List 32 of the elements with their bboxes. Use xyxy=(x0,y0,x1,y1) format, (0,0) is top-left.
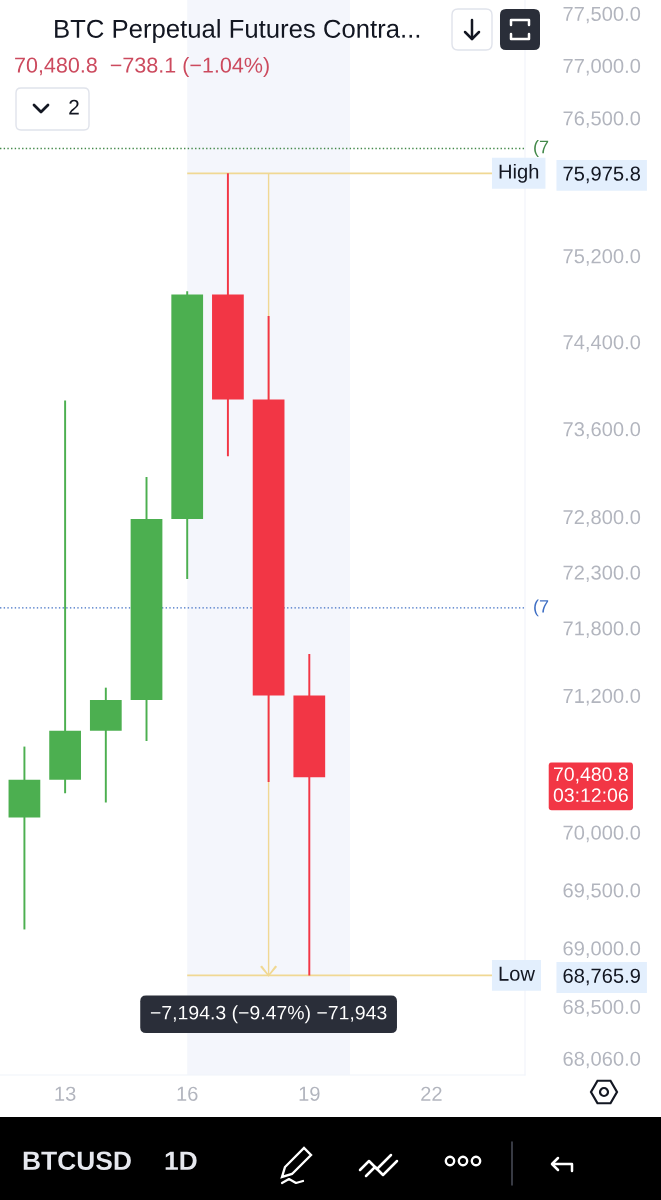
ref-line-label: Low xyxy=(499,966,535,981)
y-tick-label: 77,000.0 xyxy=(563,58,641,76)
annotation: 2 xyxy=(69,99,79,115)
text: BTCUSD xyxy=(23,1151,131,1171)
y-tick-label: 69,500.0 xyxy=(563,883,641,900)
text: 70,480.8 03:12:06 xyxy=(553,767,628,803)
y-tick-label: 72,300.0 xyxy=(563,565,641,583)
text: 1D xyxy=(165,1151,197,1170)
y-tick-label: 68,500.0 xyxy=(563,999,641,1017)
y-tick-label: 68,765.9 xyxy=(563,968,640,986)
y-tick-label: 72,800.0 xyxy=(563,510,641,527)
x-tick-label: 22 xyxy=(421,1086,442,1101)
y-tick-label: 71,200.0 xyxy=(563,688,641,706)
y-tick-label: 76,500.0 xyxy=(563,111,641,128)
x-tick-label: 16 xyxy=(177,1086,198,1101)
y-tick-label: 69,000.0 xyxy=(563,941,641,958)
y-tick-label: 77,500.0 xyxy=(563,6,641,24)
x-tick-label: 19 xyxy=(299,1086,320,1101)
annotation: −7,194.3 (−9.47%) −71,943 xyxy=(150,1005,387,1024)
y-tick-label: 70,000.0 xyxy=(563,825,641,843)
y-tick-label: 71,800.0 xyxy=(563,621,641,638)
text: BTC Perpetual Futures Contra... xyxy=(55,19,420,43)
ref-line-label: High xyxy=(499,163,539,183)
y-tick-label: 68,060.0 xyxy=(563,1051,641,1069)
text: (7 xyxy=(534,140,549,157)
text: 70,480.8 −738.1 (−1.04%) xyxy=(15,56,269,78)
x-tick-label: 13 xyxy=(55,1086,76,1101)
text: (7 xyxy=(534,599,549,617)
y-tick-label: 74,400.0 xyxy=(563,335,641,352)
y-tick-label: 75,200.0 xyxy=(563,249,641,266)
y-tick-label: 73,600.0 xyxy=(563,422,641,439)
y-tick-label: 75,975.8 xyxy=(563,166,641,184)
